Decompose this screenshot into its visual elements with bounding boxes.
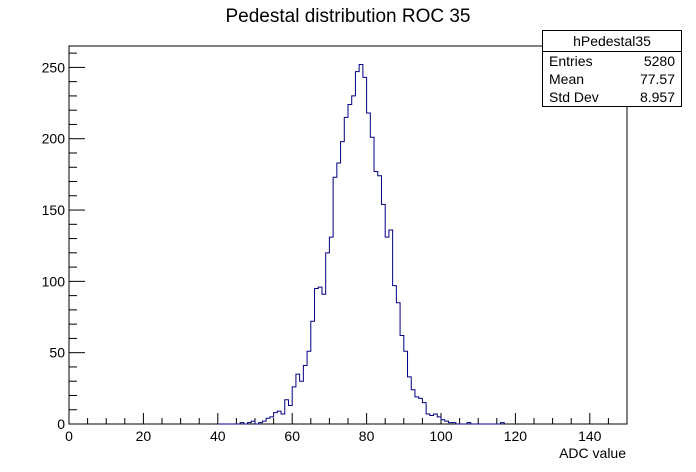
y-axis-ticks: 0 50 100 150 200 250 (42, 52, 85, 432)
x-tick-label: 120 (504, 428, 528, 444)
x-tick-label: 0 (65, 428, 73, 444)
y-tick-label: 150 (42, 202, 66, 218)
stats-row-stddev: Std Dev 8.957 (543, 88, 681, 106)
stddev-value: 8.957 (639, 89, 675, 105)
mean-label: Mean (549, 71, 585, 87)
y-tick-label: 100 (42, 273, 66, 289)
x-axis-title: ADC value (559, 445, 626, 461)
y-tick-label: 50 (49, 345, 65, 361)
x-tick-label: 20 (136, 428, 152, 444)
mean-value: 77.57 (639, 71, 675, 87)
chart-title: Pedestal distribution ROC 35 (225, 6, 471, 27)
y-tick-label: 250 (42, 59, 66, 75)
histogram-line (217, 64, 505, 425)
stats-row-entries: Entries 5280 (543, 52, 681, 70)
x-tick-label: 60 (284, 428, 300, 444)
x-tick-label: 40 (210, 428, 226, 444)
stats-box: hPedestal35 Entries 5280 Mean 77.57 Std … (542, 30, 682, 107)
x-axis-ticks: 0 20 40 60 80 100 120 140 (65, 413, 609, 444)
x-tick-label: 100 (429, 428, 453, 444)
entries-label: Entries (549, 53, 593, 69)
y-tick-label: 0 (57, 416, 65, 432)
entries-value: 5280 (643, 53, 675, 69)
stddev-label: Std Dev (549, 89, 599, 105)
y-tick-label: 200 (42, 131, 66, 147)
x-tick-label: 140 (578, 428, 602, 444)
x-tick-label: 80 (359, 428, 375, 444)
stats-row-mean: Mean 77.57 (543, 70, 681, 88)
stats-histogram-name: hPedestal35 (543, 31, 681, 52)
